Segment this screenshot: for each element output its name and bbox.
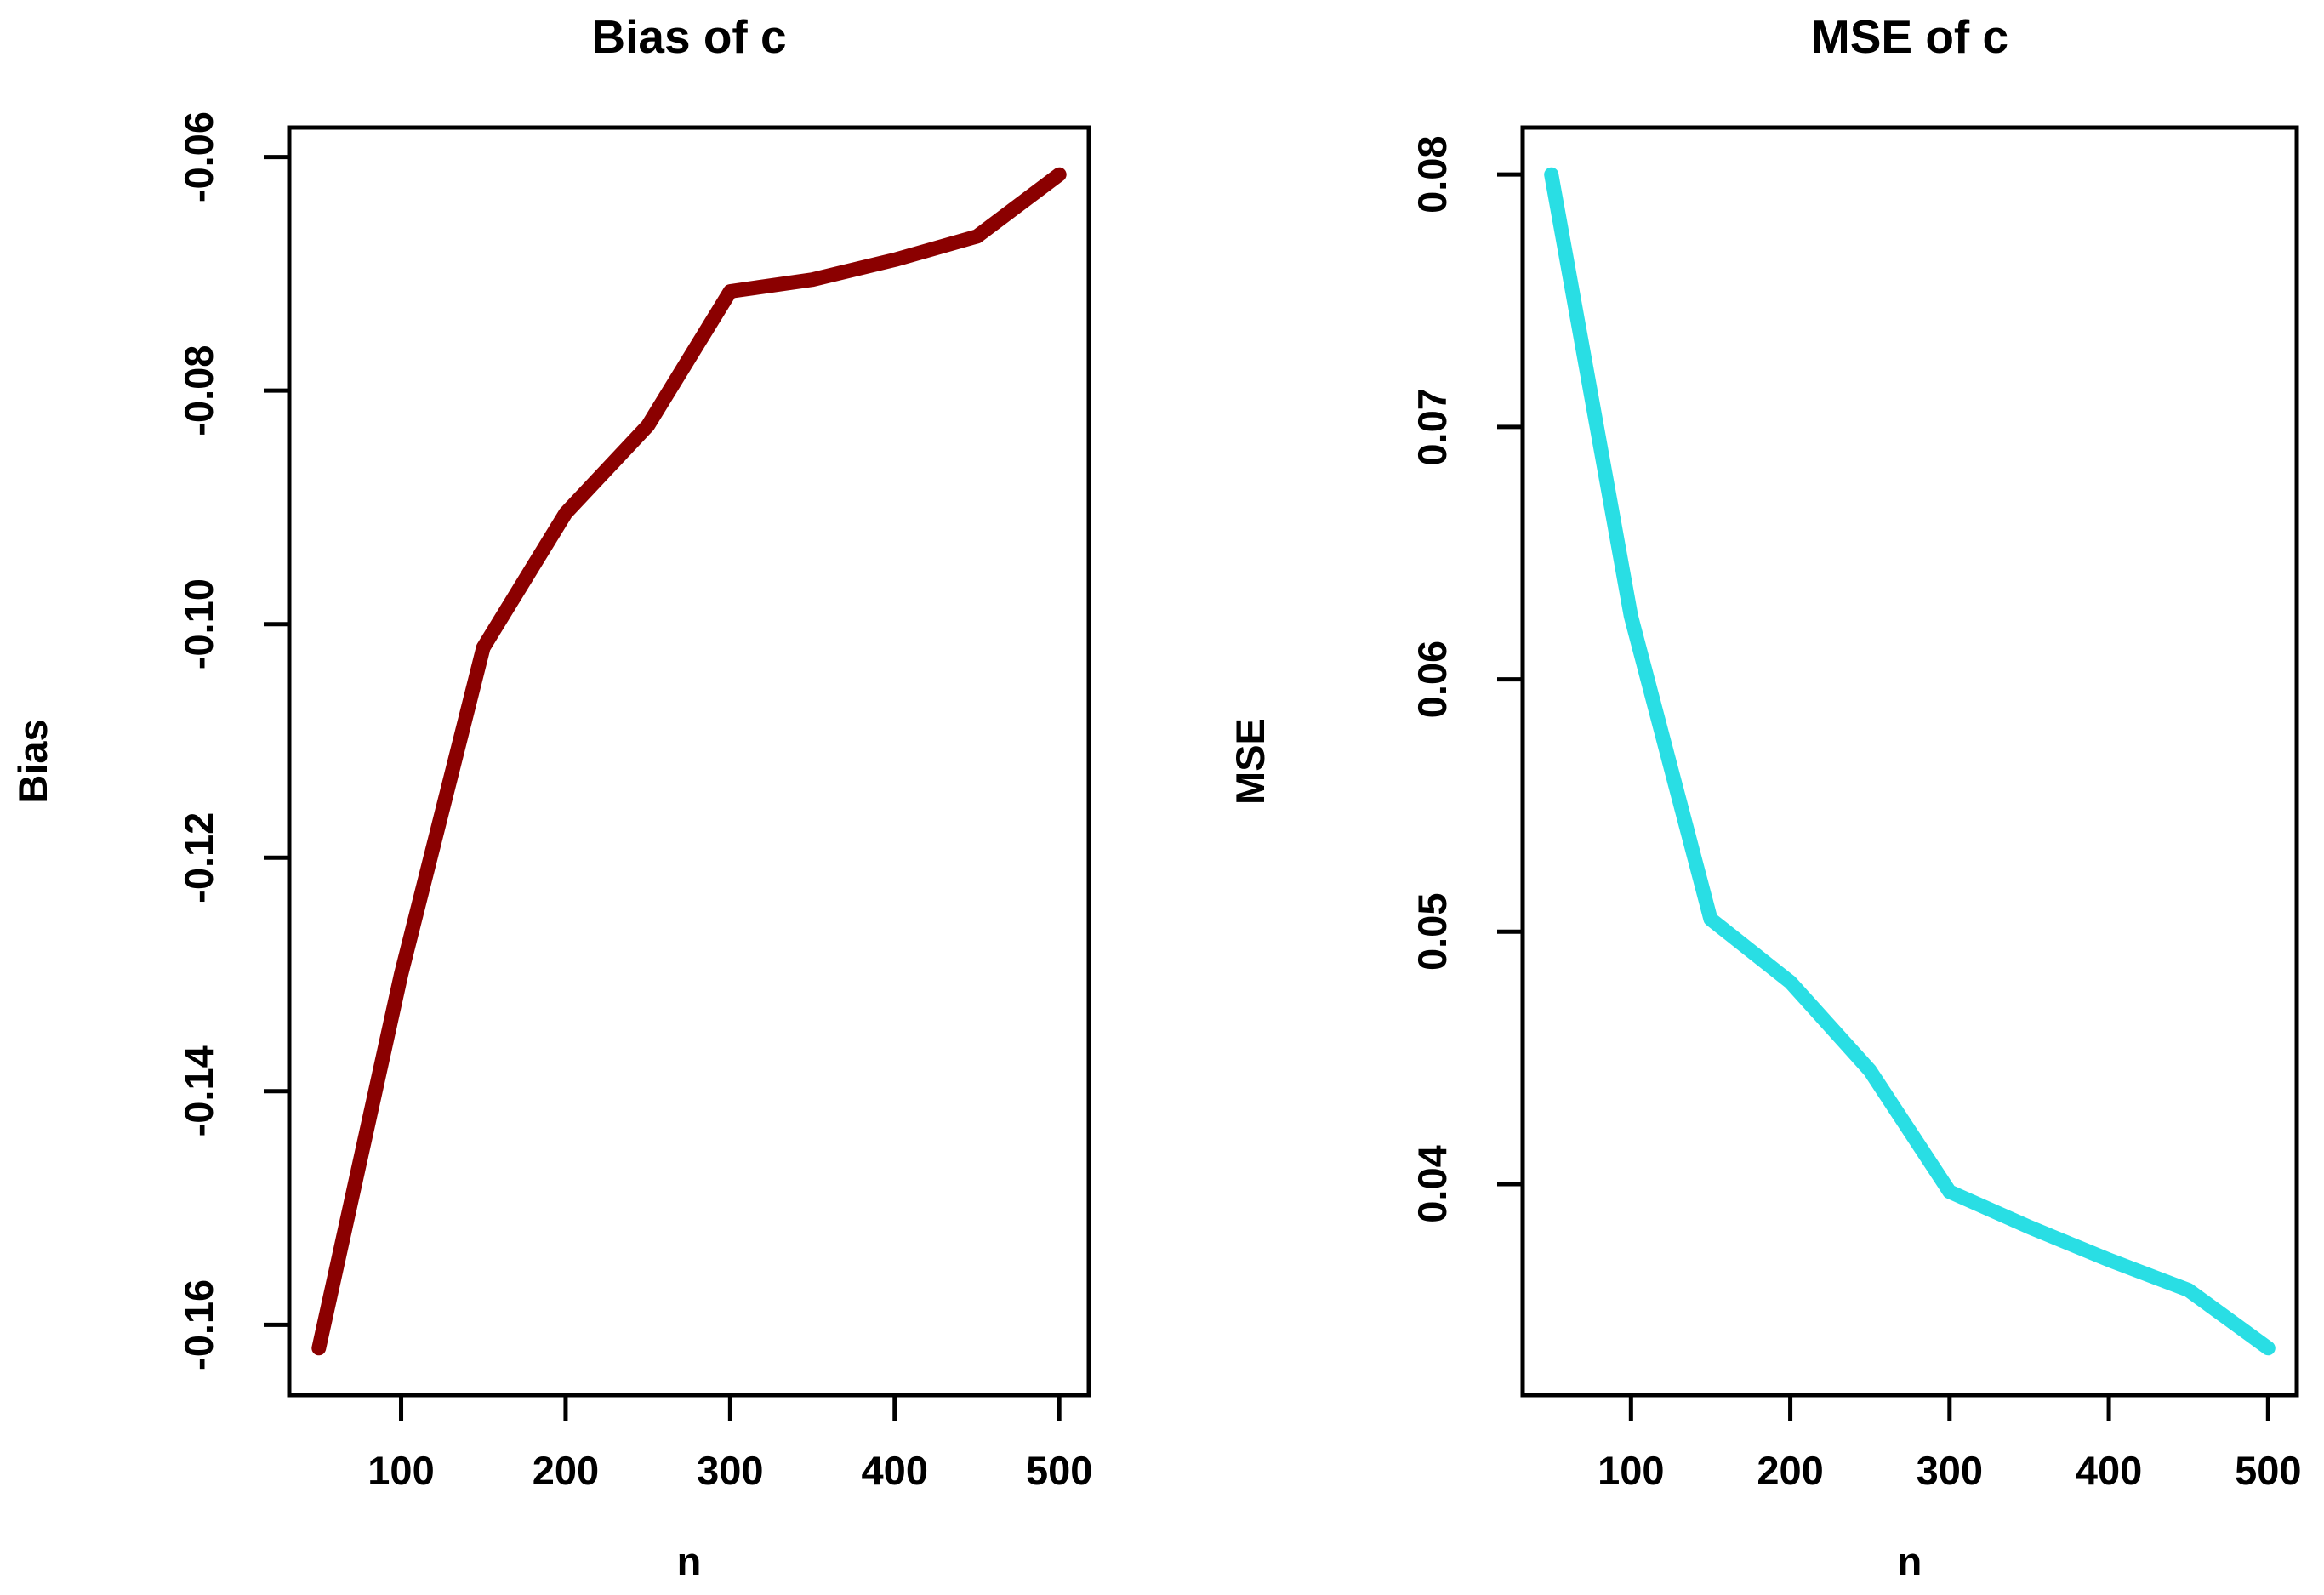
x-tick-label: 100 xyxy=(367,1448,434,1493)
y-tick-label: 0.04 xyxy=(1410,1145,1455,1222)
y-axis-label: Bias xyxy=(10,719,55,803)
y-tick-label: -0.16 xyxy=(176,1279,221,1370)
bias-curve xyxy=(311,167,1067,1356)
y-tick-label: -0.06 xyxy=(176,111,221,202)
y-tick-label: 0.07 xyxy=(1410,388,1455,465)
x-tick-label: 200 xyxy=(1757,1448,1823,1493)
chart-title: MSE of c xyxy=(1811,10,2008,63)
x-tick-label: 500 xyxy=(2235,1448,2301,1493)
x-tick-label: 400 xyxy=(2076,1448,2142,1493)
mse-curve xyxy=(1544,167,2276,1356)
y-tick-label: 0.08 xyxy=(1410,135,1455,213)
x-tick-label: 400 xyxy=(862,1448,928,1493)
y-axis-label: MSE xyxy=(1228,718,1273,805)
x-axis-label: n xyxy=(1898,1539,1922,1584)
y-tick-label: 0.05 xyxy=(1410,893,1455,971)
x-tick-label: 500 xyxy=(1026,1448,1092,1493)
mse-panel: 100 200 300 400 500 0.04 0.05 0.06 0.07 0.08 MSE o… xyxy=(1162,0,2324,1595)
x-tick-label: 200 xyxy=(533,1448,599,1493)
plot-box xyxy=(1520,125,2299,1398)
bias-panel: 100 200 300 400 500 -0.16 -0.14 -0.12 -0.10 -0.08… xyxy=(10,10,1092,1584)
x-tick-label: 300 xyxy=(1917,1448,1983,1493)
chart-title: Bias of c xyxy=(591,10,786,63)
x-tick-label: 300 xyxy=(697,1448,763,1493)
y-tick-label: -0.14 xyxy=(176,1045,221,1136)
y-tick-label: -0.10 xyxy=(176,578,221,669)
bias-chart-svg: 100 200 300 400 500 -0.16 -0.14 -0.12 -0.10 -0.08… xyxy=(10,10,1092,1584)
y-tick-label: -0.08 xyxy=(176,345,221,436)
x-tick-label: 100 xyxy=(1598,1448,1664,1493)
mse-chart-svg: 100 200 300 400 500 0.04 0.05 0.06 0.07 0.08 MSE o… xyxy=(1228,10,2302,1584)
x-axis-label: n xyxy=(677,1539,702,1584)
plot-box xyxy=(287,125,1091,1398)
y-tick-label: -0.12 xyxy=(176,812,221,903)
y-tick-label: 0.06 xyxy=(1410,641,1455,718)
